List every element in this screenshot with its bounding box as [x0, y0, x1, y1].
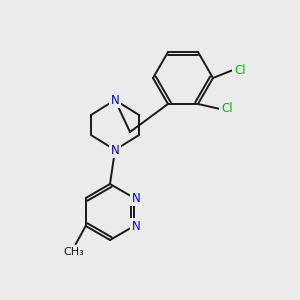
Text: N: N [111, 94, 119, 106]
Text: N: N [132, 220, 141, 232]
Text: CH₃: CH₃ [63, 247, 84, 257]
Text: Cl: Cl [221, 103, 233, 116]
Text: N: N [132, 191, 141, 205]
Text: N: N [111, 143, 119, 157]
Text: Cl: Cl [234, 64, 246, 76]
